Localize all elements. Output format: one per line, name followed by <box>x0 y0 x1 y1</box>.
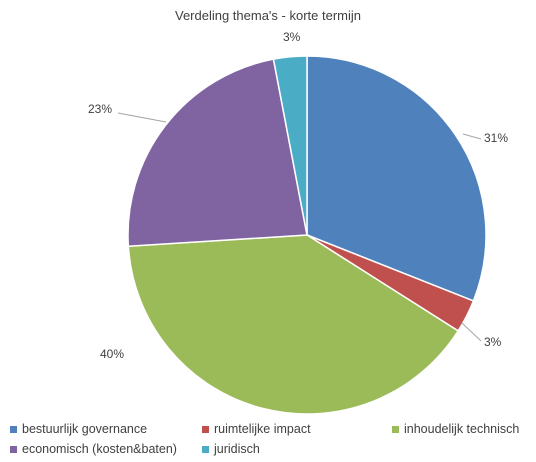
legend-swatch <box>202 425 209 433</box>
legend-label: juridisch <box>214 442 260 456</box>
legend-swatch <box>10 425 17 433</box>
data-label: 31% <box>484 131 508 145</box>
legend-swatch <box>10 445 17 453</box>
legend-swatch <box>202 445 209 453</box>
data-label: 40% <box>100 347 124 361</box>
slice-economisch <box>127 58 308 248</box>
data-label: 3% <box>283 30 301 44</box>
legend-item-economisch: economisch (kosten&baten) <box>10 442 177 456</box>
legend-swatch <box>392 425 399 433</box>
legend-label: ruimtelijke impact <box>214 422 311 436</box>
data-label: 3% <box>484 335 502 349</box>
legend: bestuurlijk governance ruimtelijke impac… <box>10 422 536 462</box>
legend-label: inhoudelijk technisch <box>404 422 520 436</box>
slice-juridisch <box>272 55 308 236</box>
slice-bestuurlijk <box>306 55 487 302</box>
leader-line <box>462 133 482 140</box>
legend-label: economisch (kosten&baten) <box>22 442 177 456</box>
pie-chart: 31% 3% 40% 23% 3% <box>88 30 508 415</box>
leader-line <box>117 112 167 123</box>
legend-label: bestuurlijk governance <box>22 422 148 436</box>
slice-inhoudelijk <box>127 234 460 415</box>
legend-item-bestuurlijk: bestuurlijk governance <box>10 422 147 436</box>
legend-item-ruimtelijk: ruimtelijke impact <box>202 422 311 436</box>
data-label: 23% <box>88 102 112 116</box>
legend-item-juridisch: juridisch <box>202 442 260 456</box>
legend-item-inhoudelijk: inhoudelijk technisch <box>392 422 519 436</box>
chart-title: Verdeling thema's - korte termijn <box>174 8 361 23</box>
leader-line <box>461 322 482 342</box>
